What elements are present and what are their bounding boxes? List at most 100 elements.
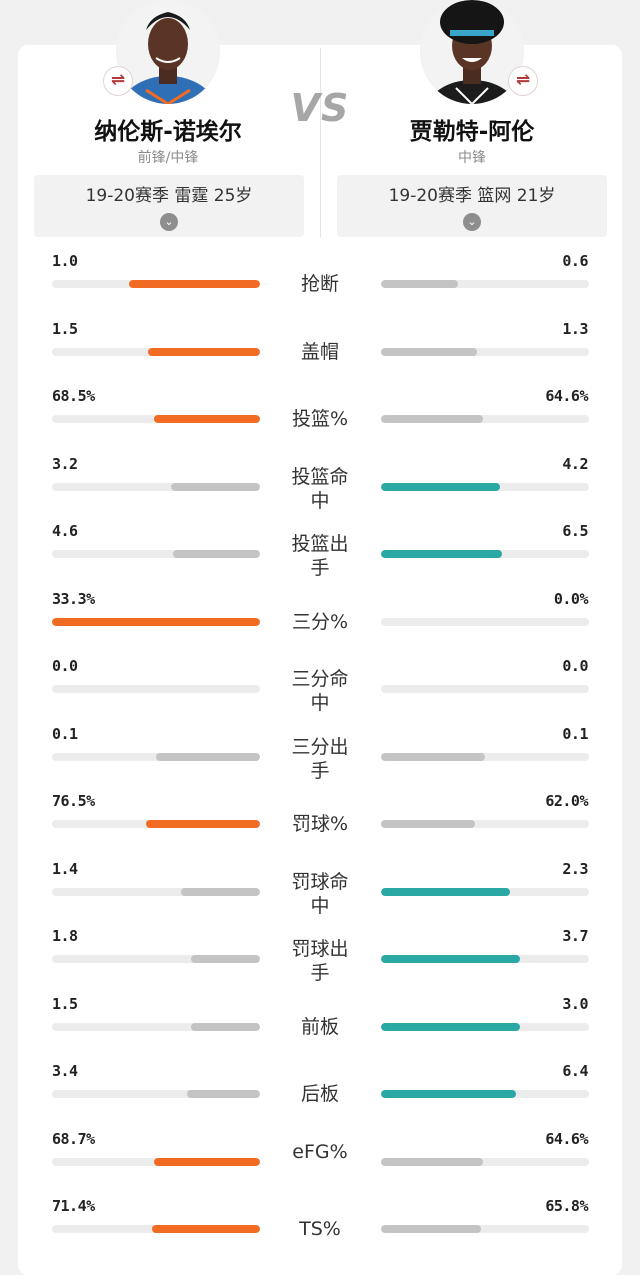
stat-row: 0.0 0.0 三分命中 (0, 657, 640, 724)
stat-row: 4.6 6.5 投篮出手 (0, 522, 640, 589)
left-stat-bar (52, 1090, 260, 1098)
left-stat-bar-fill (180, 887, 260, 896)
stat-label: 罚球出手 (291, 938, 349, 984)
right-stat-value: 0.0 (562, 657, 588, 675)
stat-label: 三分% (291, 610, 349, 633)
right-stat-bar (381, 1022, 589, 1031)
right-stat-bar-fill (381, 482, 500, 491)
right-stat-value: 3.7 (562, 927, 588, 945)
left-stat-value: 4.6 (52, 522, 78, 540)
right-stat-value: 0.6 (562, 252, 588, 270)
right-stat-value: 0.1 (562, 724, 588, 743)
stat-label: eFG% (292, 1140, 348, 1163)
right-stat-value: 64.6% (545, 1129, 588, 1148)
left-stat-bar-fill (156, 752, 260, 761)
right-stat-bar-fill (381, 1090, 517, 1098)
left-stat-bar-fill (191, 955, 260, 963)
chevron-down-icon[interactable]: ⌄ (463, 213, 481, 231)
right-stat-bar-fill (381, 820, 475, 828)
left-stat-value: 1.0 (52, 252, 78, 270)
right-stat-bar-fill (381, 550, 502, 558)
right-stat-value: 64.6% (545, 387, 588, 405)
stat-label: 三分出手 (291, 735, 349, 782)
right-player-name: 贾勒特-阿伦 (409, 119, 535, 145)
right-stat-value: 65.8% (545, 1197, 588, 1215)
right-stat-bar (381, 617, 589, 626)
left-stat-bar (52, 1022, 260, 1031)
left-stat-value: 0.0 (52, 657, 78, 675)
right-stat-value: 6.5 (562, 522, 588, 540)
stat-row: 1.8 3.7 罚球出手 (0, 927, 640, 994)
stat-row: 3.4 6.4 后板 (0, 1062, 640, 1129)
left-stat-value: 0.1 (52, 724, 78, 743)
left-player-name: 纳伦斯-诺埃尔 (94, 119, 242, 145)
stat-row: 1.4 2.3 罚球命中 (0, 860, 640, 927)
left-stat-bar-fill (170, 482, 260, 491)
right-stat-bar (381, 1225, 589, 1233)
right-stat-bar (381, 347, 589, 356)
right-swap-icon[interactable]: ⇌ (508, 66, 538, 96)
left-stat-bar (52, 820, 260, 828)
left-stat-bar-fill (151, 1225, 260, 1233)
left-player-avatar[interactable] (116, 0, 220, 104)
left-stat-bar-fill (145, 820, 260, 828)
left-stat-bar-fill (187, 1090, 260, 1098)
right-player-position: 中锋 (458, 150, 486, 166)
left-player-position: 前锋/中锋 (137, 150, 199, 166)
stat-label: 投篮% (291, 408, 349, 430)
left-season-text: 19-20赛季 雷霆 25岁 (85, 186, 253, 206)
stat-row: 76.5% 62.0% 罚球% (0, 792, 640, 859)
right-stat-value: 62.0% (545, 792, 588, 810)
header-divider (320, 48, 321, 238)
stat-row: 71.4% 65.8% TS% (0, 1197, 640, 1264)
left-stat-bar-fill (147, 347, 260, 356)
right-stat-value: 4.2 (562, 454, 588, 473)
left-season-selector[interactable]: 19-20赛季 雷霆 25岁 ⌄ (34, 175, 304, 237)
right-stat-bar (381, 1157, 589, 1166)
left-stat-value: 33.3% (52, 589, 95, 608)
stat-row: 68.5% 64.6% 投篮% (0, 387, 640, 454)
right-stat-bar-fill (381, 1022, 521, 1031)
stat-label: 罚球% (291, 813, 349, 835)
left-stat-bar (52, 1225, 260, 1233)
right-season-selector[interactable]: 19-20赛季 篮网 21岁 ⌄ (337, 175, 607, 237)
right-stat-bar-fill (381, 1225, 481, 1233)
chevron-down-icon[interactable]: ⌄ (160, 213, 178, 231)
right-stat-bar (381, 955, 589, 963)
left-stat-bar-fill (191, 1022, 260, 1031)
left-stat-value: 3.4 (52, 1062, 78, 1080)
right-stat-value: 0.0% (553, 589, 589, 608)
vs-label: VS (290, 86, 350, 130)
left-swap-icon[interactable]: ⇌ (103, 66, 133, 96)
right-stat-bar (381, 482, 589, 491)
right-season-text: 19-20赛季 篮网 21岁 (388, 186, 556, 206)
right-stat-bar (381, 685, 589, 693)
stat-label: 后板 (300, 1083, 339, 1105)
left-stat-value: 1.5 (52, 994, 78, 1013)
right-stat-bar (381, 1090, 589, 1098)
stat-label: 三分命中 (291, 668, 349, 714)
comparison-card (18, 45, 622, 1275)
right-player-avatar[interactable] (420, 0, 524, 104)
left-stat-bar (52, 955, 260, 963)
right-stat-bar-fill (381, 887, 510, 896)
right-stat-value: 6.4 (562, 1062, 588, 1080)
right-stat-bar-fill (381, 955, 521, 963)
left-stat-value: 1.4 (52, 859, 78, 878)
left-stat-bar (52, 550, 260, 558)
stat-row: 1.0 0.6 抢断 (0, 252, 640, 319)
left-stat-bar (52, 1157, 260, 1166)
right-stat-value: 2.3 (562, 859, 588, 878)
left-stat-bar-fill (153, 1157, 260, 1166)
stat-label: 抢断 (300, 273, 339, 295)
left-stat-value: 1.5 (52, 319, 78, 338)
left-stat-bar (52, 415, 260, 423)
right-stat-bar-fill (381, 347, 477, 356)
stat-row: 3.2 4.2 投篮命中 (0, 455, 640, 522)
left-stat-bar (52, 482, 260, 491)
right-stat-bar-fill (381, 752, 485, 761)
right-stat-bar (381, 752, 589, 761)
left-stat-value: 76.5% (52, 792, 95, 810)
stat-label: 投篮出手 (291, 533, 349, 579)
stat-row: 33.3% 0.0% 三分% (0, 590, 640, 657)
